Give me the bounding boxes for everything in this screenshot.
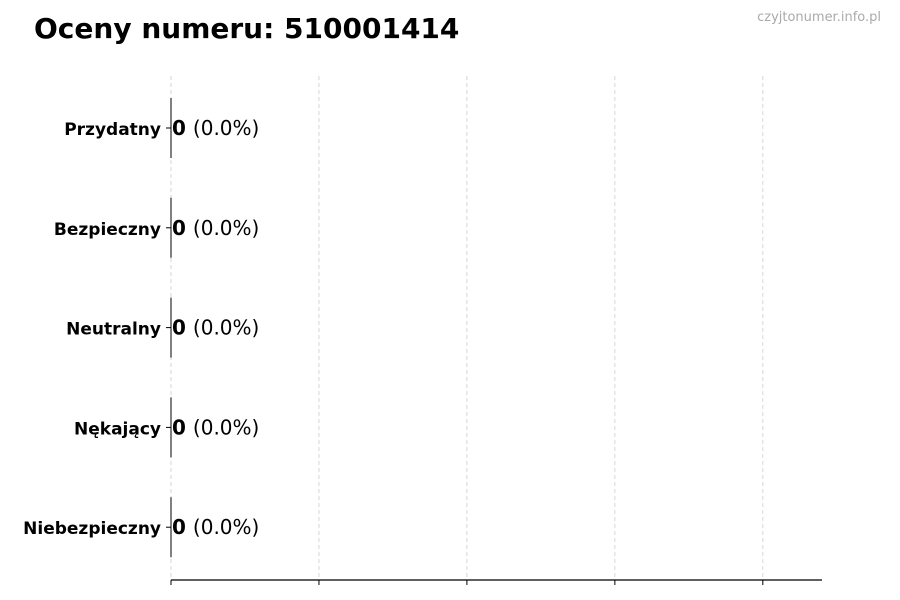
data-label-percent: (0.0%) bbox=[193, 415, 259, 439]
data-label-percent: (0.0%) bbox=[193, 216, 259, 240]
data-label: 0 (0.0%) bbox=[172, 216, 259, 240]
data-label-count: 0 bbox=[172, 116, 186, 140]
y-tick-label: Przydatny bbox=[64, 120, 161, 140]
data-label: 0 (0.0%) bbox=[172, 415, 259, 439]
y-tick-label: Neutralny bbox=[66, 320, 161, 340]
data-label-percent: (0.0%) bbox=[193, 515, 259, 539]
data-label-percent: (0.0%) bbox=[193, 116, 259, 140]
data-label-count: 0 bbox=[172, 515, 186, 539]
y-tick-label: Niebezpieczny bbox=[23, 519, 161, 539]
y-tick-label: Nękający bbox=[74, 419, 161, 439]
data-label-count: 0 bbox=[172, 216, 186, 240]
data-label-count: 0 bbox=[172, 415, 186, 439]
data-label: 0 (0.0%) bbox=[172, 515, 259, 539]
chart-title: Oceny numeru: 510001414 bbox=[34, 12, 460, 45]
watermark: czyjtonumer.info.pl bbox=[757, 10, 881, 25]
data-label: 0 (0.0%) bbox=[172, 116, 259, 140]
data-label: 0 (0.0%) bbox=[172, 316, 259, 340]
data-label-count: 0 bbox=[172, 316, 186, 340]
y-tick-label: Bezpieczny bbox=[54, 220, 161, 240]
data-label-percent: (0.0%) bbox=[193, 316, 259, 340]
